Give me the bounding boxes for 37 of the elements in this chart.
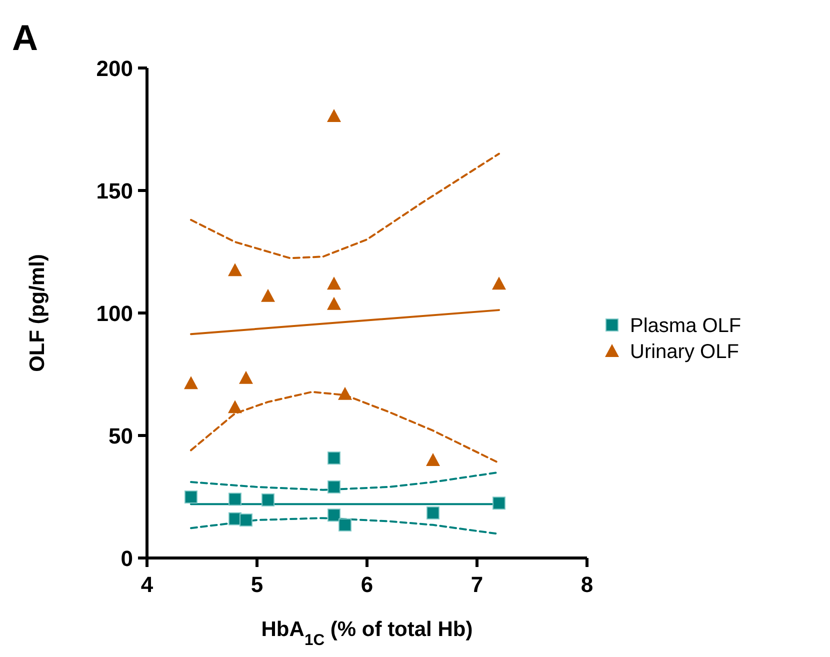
x-tick-label: 7	[470, 572, 484, 597]
x-tick-label: 6	[360, 572, 374, 597]
point	[426, 453, 440, 466]
x-tick-label: 5	[250, 572, 264, 597]
point	[262, 493, 274, 506]
point	[338, 386, 352, 400]
point	[261, 288, 275, 302]
point	[328, 508, 340, 522]
point	[492, 496, 506, 510]
point	[228, 492, 242, 506]
point	[228, 263, 242, 276]
point	[492, 276, 506, 290]
point	[240, 514, 252, 527]
x-tick-label: 8	[580, 572, 594, 597]
x-tick-label: 4	[140, 572, 154, 597]
point	[328, 480, 340, 494]
y-tick-label: 200	[96, 56, 133, 81]
chart-title: A	[12, 17, 38, 58]
x-axis-title: HbA$_{1C}$ (% of total Hb)	[261, 618, 473, 648]
point	[184, 490, 198, 504]
point	[327, 109, 341, 122]
y-tick-label: 100	[96, 301, 133, 326]
point	[327, 296, 341, 310]
legend-label: Urinary OLF	[630, 341, 739, 363]
point	[426, 506, 440, 520]
y-tick-label: 150	[96, 178, 133, 204]
legend-label: Plasma OLF	[630, 315, 742, 337]
y-tick-label: 0	[120, 546, 133, 571]
point	[184, 376, 198, 390]
y-axis-title: OLF (pg/ml)	[26, 254, 49, 372]
point	[228, 400, 242, 414]
point	[328, 452, 340, 465]
point	[239, 370, 253, 384]
point	[338, 518, 352, 532]
line-series	[190, 152, 500, 260]
y-tick-label: 50	[108, 424, 133, 448]
point	[327, 276, 341, 290]
